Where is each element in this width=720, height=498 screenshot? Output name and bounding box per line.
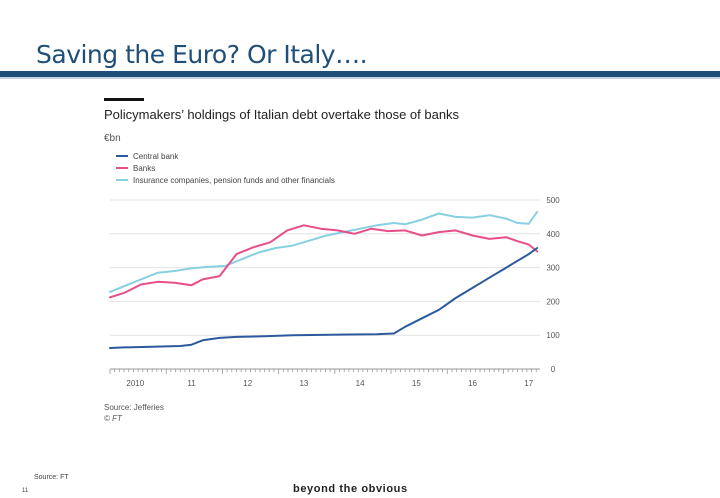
legend-label: Central bank (133, 152, 179, 161)
title-rule-shadow (0, 77, 720, 79)
legend-label: Insurance companies, pension funds and o… (133, 176, 335, 185)
x-tick-label: 11 (187, 379, 196, 388)
y-tick-label: 500 (546, 196, 560, 205)
y-tick-label: 100 (546, 331, 560, 340)
unit-label: €bn (104, 133, 121, 144)
y-tick-label: 300 (546, 264, 560, 273)
series-line-0 (109, 247, 539, 349)
y-tick-labels: 0 100 200 300 400 500 (546, 196, 560, 374)
series-line-2 (109, 210, 539, 293)
x-tick-label: 13 (299, 379, 308, 388)
chart-accent-bar (104, 98, 144, 101)
y-tick-label: 0 (551, 365, 556, 374)
legend: Central bank Banks Insurance companies, pe… (116, 152, 335, 185)
chart-credit: © FT (104, 414, 123, 423)
tagline: beyond the obvious (293, 483, 408, 495)
y-tick-label: 400 (546, 230, 560, 239)
x-tick-label: 14 (356, 379, 365, 388)
slide-title: Saving the Euro? Or Italy…. (36, 40, 368, 69)
y-tick-label: 200 (546, 297, 560, 306)
chart-source: Source: Jefferies (104, 403, 164, 412)
series-line-1 (109, 224, 539, 299)
x-tick-label: 2010 (126, 379, 144, 388)
x-axis: 2010 11 12 13 14 15 16 17 (109, 369, 537, 388)
series-lines (109, 210, 539, 349)
title-rule (0, 71, 720, 77)
x-tick-label: 17 (524, 379, 533, 388)
gridlines (110, 199, 540, 370)
x-tick-label: 15 (412, 379, 421, 388)
legend-label: Banks (133, 164, 155, 173)
footer-source: Source: FT (34, 474, 69, 481)
chart-title: Policymakers’ holdings of Italian debt o… (104, 107, 460, 122)
page-number: 11 (22, 488, 29, 494)
x-tick-label: 12 (243, 379, 252, 388)
x-tick-label: 16 (468, 379, 477, 388)
